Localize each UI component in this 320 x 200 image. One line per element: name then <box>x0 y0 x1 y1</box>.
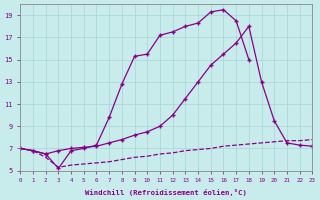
X-axis label: Windchill (Refroidissement éolien,°C): Windchill (Refroidissement éolien,°C) <box>85 189 247 196</box>
